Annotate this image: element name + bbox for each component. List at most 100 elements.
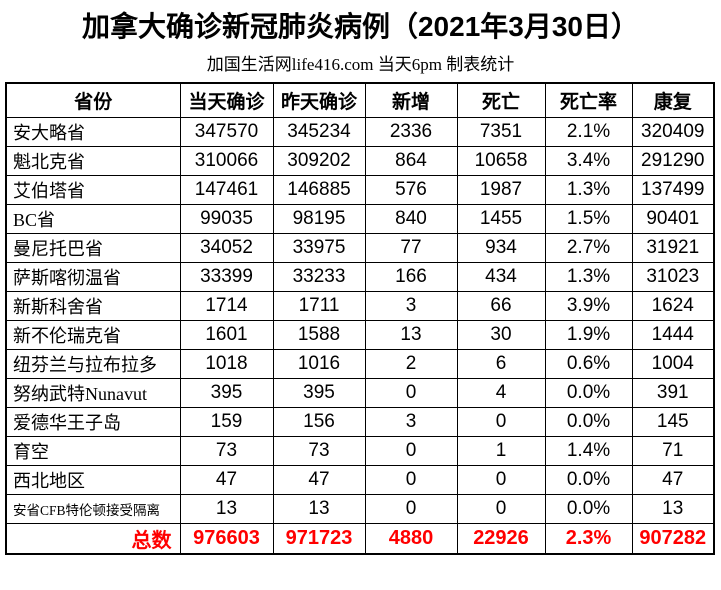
province-name-cell: 曼尼托巴省	[5, 233, 181, 263]
value-cell: 3.4%	[544, 146, 633, 176]
value-cell: 291290	[631, 146, 715, 176]
province-name-cell: 西北地区	[5, 465, 181, 495]
province-name-cell: 纽芬兰与拉布拉多	[5, 349, 181, 379]
value-cell: 77	[364, 233, 458, 263]
value-cell: 146885	[272, 175, 366, 205]
value-cell: 73	[179, 436, 274, 466]
value-cell: 66	[456, 291, 546, 321]
value-cell: 309202	[272, 146, 366, 176]
page-title: 加拿大确诊新冠肺炎病例（2021年3月30日）	[81, 11, 639, 42]
province-name-cell: 萨斯喀彻温省	[5, 262, 181, 292]
value-cell: 47	[179, 465, 274, 495]
value-cell: 47	[272, 465, 366, 495]
value-cell: 3.9%	[544, 291, 633, 321]
province-name-cell: 新斯科舍省	[5, 291, 181, 321]
value-cell: 1588	[272, 320, 366, 350]
value-cell: 2.1%	[544, 117, 633, 147]
value-cell: 391	[631, 378, 715, 408]
value-cell: 33399	[179, 262, 274, 292]
value-cell: 30	[456, 320, 546, 350]
value-cell: 159	[179, 407, 274, 437]
value-cell: 1	[456, 436, 546, 466]
table-row: BC省 99035 98195 840 1455 1.5% 90401	[5, 204, 715, 234]
value-cell: 98195	[272, 204, 366, 234]
province-name-cell: BC省	[5, 204, 181, 234]
value-cell: 0	[364, 494, 458, 524]
value-cell: 90401	[631, 204, 715, 234]
province-name-cell: 育空	[5, 436, 181, 466]
value-cell: 1.5%	[544, 204, 633, 234]
value-cell: 13	[179, 494, 274, 524]
value-cell: 1455	[456, 204, 546, 234]
value-cell: 47	[631, 465, 715, 495]
value-cell: 934	[456, 233, 546, 263]
value-cell: 145	[631, 407, 715, 437]
total-value-cell: 907282	[631, 523, 715, 555]
province-name-cell: 新不伦瑞克省	[5, 320, 181, 350]
value-cell: 13	[631, 494, 715, 524]
value-cell: 166	[364, 262, 458, 292]
value-cell: 1711	[272, 291, 366, 321]
table-total-row: 总数 976603 971723 4880 22926 2.3% 907282	[5, 523, 715, 555]
table-row: 曼尼托巴省 34052 33975 77 934 2.7% 31921	[5, 233, 715, 263]
value-cell: 2336	[364, 117, 458, 147]
value-cell: 395	[179, 378, 274, 408]
value-cell: 840	[364, 204, 458, 234]
value-cell: 1714	[179, 291, 274, 321]
value-cell: 576	[364, 175, 458, 205]
value-cell: 0	[364, 436, 458, 466]
table-row: 艾伯塔省 147461 146885 576 1987 1.3% 137499	[5, 175, 715, 205]
table-row: 纽芬兰与拉布拉多 1018 1016 2 6 0.6% 1004	[5, 349, 715, 379]
value-cell: 310066	[179, 146, 274, 176]
value-cell: 31921	[631, 233, 715, 263]
value-cell: 147461	[179, 175, 274, 205]
table-row: 努纳武特Nunavut 395 395 0 4 0.0% 391	[5, 378, 715, 408]
value-cell: 2.7%	[544, 233, 633, 263]
table-row: 新不伦瑞克省 1601 1588 13 30 1.9% 1444	[5, 320, 715, 350]
table-row: 安省CFB特伦顿接受隔离 13 13 0 0 0.0% 13	[5, 494, 715, 524]
value-cell: 0.0%	[544, 378, 633, 408]
value-cell: 1601	[179, 320, 274, 350]
column-header: 当天确诊	[179, 82, 274, 118]
value-cell: 0	[456, 407, 546, 437]
value-cell: 320409	[631, 117, 715, 147]
value-cell: 1004	[631, 349, 715, 379]
value-cell: 71	[631, 436, 715, 466]
value-cell: 99035	[179, 204, 274, 234]
table-row: 安大略省 347570 345234 2336 7351 2.1% 320409	[5, 117, 715, 147]
value-cell: 1987	[456, 175, 546, 205]
province-name-cell: 魁北克省	[5, 146, 181, 176]
value-cell: 0.0%	[544, 494, 633, 524]
total-label-cell: 总数	[5, 523, 181, 555]
table-row: 育空 73 73 0 1 1.4% 71	[5, 436, 715, 466]
value-cell: 345234	[272, 117, 366, 147]
value-cell: 395	[272, 378, 366, 408]
column-header: 死亡	[456, 82, 546, 118]
value-cell: 0	[364, 465, 458, 495]
total-value-cell: 971723	[272, 523, 366, 555]
table-row: 西北地区 47 47 0 0 0.0% 47	[5, 465, 715, 495]
table-header-row: 省份 当天确诊 昨天确诊 新增 死亡 死亡率 康复	[5, 82, 715, 118]
province-name-cell: 安省CFB特伦顿接受隔离	[5, 494, 181, 524]
province-name-cell: 艾伯塔省	[5, 175, 181, 205]
value-cell: 1016	[272, 349, 366, 379]
value-cell: 1018	[179, 349, 274, 379]
value-cell: 3	[364, 407, 458, 437]
value-cell: 434	[456, 262, 546, 292]
table-row: 爱德华王子岛 159 156 3 0 0.0% 145	[5, 407, 715, 437]
value-cell: 2	[364, 349, 458, 379]
table-row: 魁北克省 310066 309202 864 10658 3.4% 291290	[5, 146, 715, 176]
value-cell: 1.3%	[544, 175, 633, 205]
value-cell: 0.0%	[544, 407, 633, 437]
column-header: 死亡率	[544, 82, 633, 118]
value-cell: 1.4%	[544, 436, 633, 466]
value-cell: 73	[272, 436, 366, 466]
value-cell: 13	[364, 320, 458, 350]
value-cell: 0	[456, 494, 546, 524]
column-header: 康复	[631, 82, 715, 118]
table-row: 新斯科舍省 1714 1711 3 66 3.9% 1624	[5, 291, 715, 321]
total-value-cell: 2.3%	[544, 523, 633, 555]
value-cell: 34052	[179, 233, 274, 263]
table-row: 萨斯喀彻温省 33399 33233 166 434 1.3% 31023	[5, 262, 715, 292]
value-cell: 33233	[272, 262, 366, 292]
